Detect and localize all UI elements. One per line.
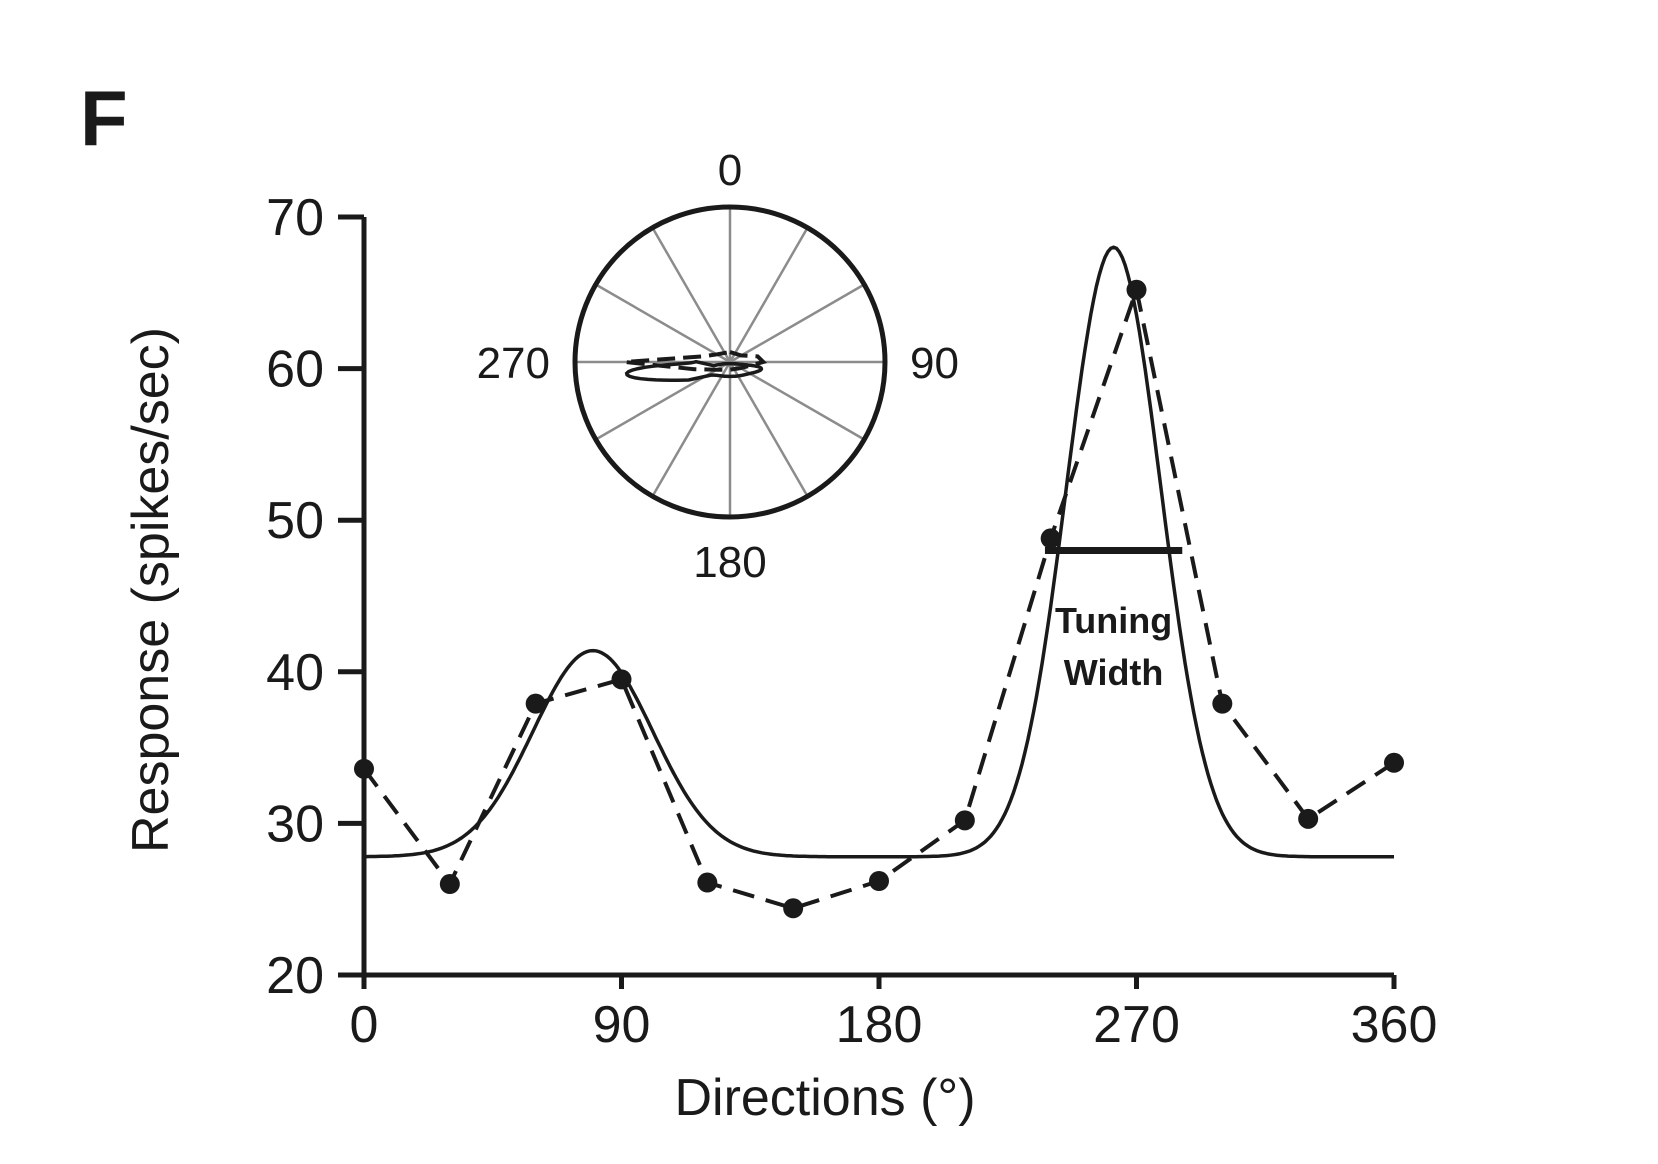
tuning-width-annotation: Tuning Width xyxy=(1044,547,1183,693)
tuning-width-label: Tuning xyxy=(1055,600,1172,641)
polar-direction-label: 180 xyxy=(693,538,766,587)
x-ticks: 0 90 180 270 360 xyxy=(350,975,1438,1054)
data-point xyxy=(439,874,460,895)
polar-ring xyxy=(572,204,888,520)
panel-label: F xyxy=(80,74,128,162)
x-axis-label: Directions (°) xyxy=(674,1069,975,1127)
polar-spoke xyxy=(651,361,732,497)
data-point xyxy=(525,693,546,714)
data-point xyxy=(1126,279,1147,300)
x-tick-label: 0 xyxy=(350,996,379,1054)
data-point xyxy=(1212,693,1233,714)
polar-direction-label: 270 xyxy=(477,339,550,388)
data-point xyxy=(1040,528,1061,549)
polar-spoke xyxy=(729,283,865,364)
polar-direction-label: 90 xyxy=(910,339,959,388)
data-point xyxy=(697,872,718,893)
polar-spoke xyxy=(595,283,731,364)
polar-spoke xyxy=(651,227,732,363)
x-tick-label: 270 xyxy=(1093,996,1180,1054)
polar-inset: 0 90 180 270 xyxy=(477,146,959,587)
x-tick-label: 90 xyxy=(593,996,651,1054)
y-axis-label: Response (spikes/sec) xyxy=(122,327,180,853)
y-tick-label: 30 xyxy=(266,795,324,853)
data-point xyxy=(1298,808,1319,829)
y-tick-label: 20 xyxy=(266,947,324,1005)
polar-spoke xyxy=(728,361,809,497)
data-point xyxy=(354,758,374,779)
axes xyxy=(361,217,1394,978)
x-tick-label: 180 xyxy=(836,996,923,1054)
y-tick-label: 60 xyxy=(266,341,324,399)
data-point xyxy=(611,669,632,690)
fit-curve-series xyxy=(364,245,1394,859)
data-point xyxy=(954,810,975,831)
fit-curve xyxy=(364,245,1394,859)
polar-spoke xyxy=(729,360,865,441)
y-tick-label: 40 xyxy=(266,644,324,702)
polar-data-loop xyxy=(624,350,768,372)
data-point xyxy=(869,871,889,892)
y-tick-label: 50 xyxy=(266,492,324,550)
tuning-width-label: Width xyxy=(1064,652,1164,693)
y-ticks: 20 30 40 50 60 70 xyxy=(266,189,364,1005)
data-series xyxy=(354,279,1404,919)
polar-direction-label: 0 xyxy=(718,146,742,195)
data-point xyxy=(1384,752,1404,773)
polar-spoke xyxy=(728,227,809,363)
y-tick-label: 70 xyxy=(266,189,324,247)
data-point xyxy=(783,898,804,919)
x-tick-label: 360 xyxy=(1351,996,1438,1054)
polar-fit-loop xyxy=(624,359,764,382)
